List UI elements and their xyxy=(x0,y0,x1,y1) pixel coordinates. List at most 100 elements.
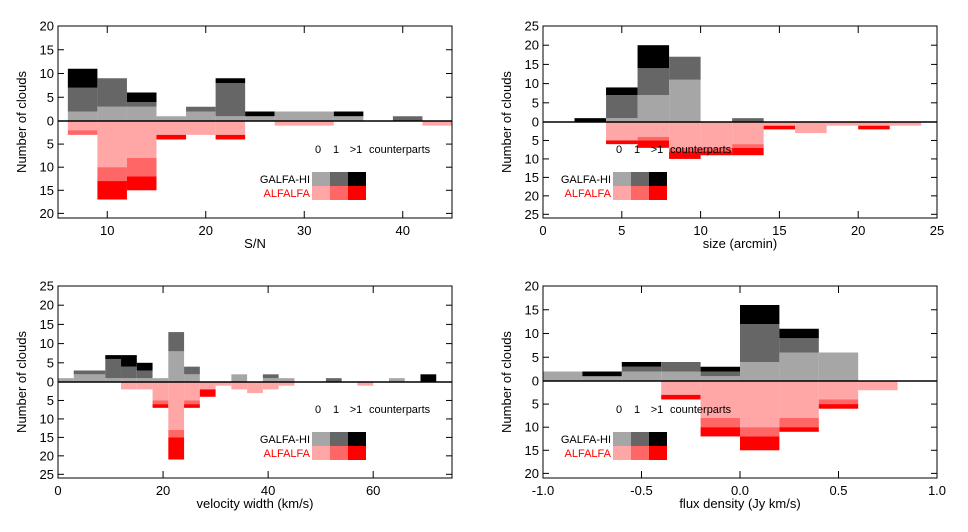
velocity-xlabel: velocity width (km/s) xyxy=(196,496,313,511)
ytick-label: 10 xyxy=(40,66,54,81)
ytick-label: 20 xyxy=(40,448,54,463)
xtick-label: 20 xyxy=(851,223,865,238)
xtick-label: 25 xyxy=(930,223,944,238)
alfalfa-bar-4-0 xyxy=(186,121,216,135)
alfalfa-bar-2-2 xyxy=(152,404,169,408)
legend-counterparts: counterparts xyxy=(369,144,431,156)
alfalfa-bar-3-1 xyxy=(700,147,733,152)
galfa-bar-8-2 xyxy=(333,111,364,117)
ytick-label: 5 xyxy=(532,133,539,148)
legend-header-2: >1 xyxy=(350,404,363,416)
alfalfa-bar-6-0 xyxy=(795,122,827,134)
ytick-label: 10 xyxy=(40,336,54,351)
ytick-label: 5 xyxy=(47,90,54,105)
xtick-label: 0.0 xyxy=(731,483,749,498)
flux-xlabel: flux density (Jy km/s) xyxy=(679,496,800,511)
legend-swatch-galfa xyxy=(312,432,330,446)
galfa-bar-7-0 xyxy=(184,374,200,382)
galfa-bar-1-0 xyxy=(606,118,638,122)
legend-header-2: >1 xyxy=(651,144,664,156)
ytick-label: 20 xyxy=(525,38,539,53)
galfa-bar-1-1 xyxy=(73,370,106,375)
alfalfa-bar-3-1 xyxy=(168,430,185,438)
galfa-bar-3-1 xyxy=(661,362,701,372)
xtick-label: -0.5 xyxy=(630,483,652,498)
galfa-bar-0-0 xyxy=(58,378,74,382)
ytick-label: 25 xyxy=(525,19,539,34)
legend-header-0: 0 xyxy=(616,404,622,416)
galfa-bar-3-1 xyxy=(669,56,701,80)
galfa-bar-6-0 xyxy=(245,116,275,121)
ytick-label: 15 xyxy=(525,57,539,72)
galfa-bar-4-1 xyxy=(136,370,153,379)
alfalfa-bar-3-0 xyxy=(779,381,819,418)
size-bars xyxy=(574,45,922,159)
galfa-bar-1-0 xyxy=(97,106,127,121)
alfalfa-bar-2-0 xyxy=(126,121,157,158)
alfalfa-bar-3-2 xyxy=(168,437,185,460)
alfalfa-bar-0-1 xyxy=(67,130,98,135)
alfalfa-bar-0-2 xyxy=(606,140,638,145)
galfa-bar-11-1 xyxy=(262,374,279,379)
galfa-bar-2-2 xyxy=(637,45,670,69)
galfa-bar-6-2 xyxy=(779,328,819,339)
sn-legend: 0 1 >1 counterparts GALFA-HI ALFALFA xyxy=(260,144,431,200)
ytick-label: 10 xyxy=(525,326,539,341)
legend-swatch-alfalfa xyxy=(330,186,348,200)
alfalfa-bar-2-2 xyxy=(740,436,780,451)
ytick-label: 20 xyxy=(525,466,539,481)
alfalfa-bar-3-0 xyxy=(156,121,187,135)
galfa-bar-1-0 xyxy=(73,374,106,382)
galfa-bar-5-1 xyxy=(740,324,780,362)
legend-swatches xyxy=(312,172,366,200)
alfalfa-bar-1-1 xyxy=(97,167,127,182)
galfa-bar-3-1 xyxy=(121,366,137,379)
ytick-label: 10 xyxy=(525,151,539,166)
galfa-bar-3-0 xyxy=(661,371,701,381)
alfalfa-bar-9-0 xyxy=(889,122,922,126)
xtick-label: 0 xyxy=(54,483,61,498)
ytick-label: 5 xyxy=(532,95,539,110)
ytick-label: 10 xyxy=(525,420,539,435)
flux-legend: 0 1 >1 counterparts GALFA-HI ALFALFA xyxy=(561,404,732,460)
galfa-bar-10-1 xyxy=(392,116,423,121)
galfa-bar-2-1 xyxy=(637,68,670,96)
alfalfa-bar-1-2 xyxy=(700,427,740,437)
xtick-label: 1.0 xyxy=(928,483,946,498)
galfa-bar-2-2 xyxy=(621,362,662,367)
legend-swatch-alfalfa xyxy=(649,186,667,200)
ytick-label: 5 xyxy=(47,137,54,152)
alfalfa-bar-2-1 xyxy=(126,157,157,177)
galfa-bar-9-0 xyxy=(231,374,248,382)
ytick-label: 15 xyxy=(40,42,54,57)
xtick-label: 10 xyxy=(100,223,114,238)
legend-swatch-galfa xyxy=(631,172,649,186)
galfa-bar-2-2 xyxy=(105,355,122,359)
galfa-bar-3-0 xyxy=(121,378,137,382)
galfa-bar-2-0 xyxy=(621,371,662,381)
alfalfa-bar-7-0 xyxy=(231,382,248,390)
galfa-bar-4-1 xyxy=(732,118,764,122)
alfalfa-bar-2-0 xyxy=(740,381,780,428)
legend-swatch-alfalfa xyxy=(613,186,631,200)
alfalfa-bar-2-2 xyxy=(126,176,157,191)
galfa-bar-2-0 xyxy=(126,106,157,121)
flux-bars xyxy=(543,305,898,451)
alfalfa-bar-5-2 xyxy=(763,125,796,130)
galfa-bar-1-2 xyxy=(582,371,622,377)
xtick-label: 20 xyxy=(156,483,170,498)
galfa-bar-1-1 xyxy=(606,95,638,119)
ytick-label: 15 xyxy=(525,443,539,458)
legend-swatch-alfalfa xyxy=(631,186,649,200)
galfa-bar-6-1 xyxy=(168,332,185,352)
legend-counterparts: counterparts xyxy=(369,404,431,416)
xtick-label: 15 xyxy=(772,223,786,238)
legend-galfa-label: GALFA-HI xyxy=(561,434,611,446)
velocity-legend: 0 1 >1 counterparts GALFA-HI ALFALFA xyxy=(260,404,431,460)
